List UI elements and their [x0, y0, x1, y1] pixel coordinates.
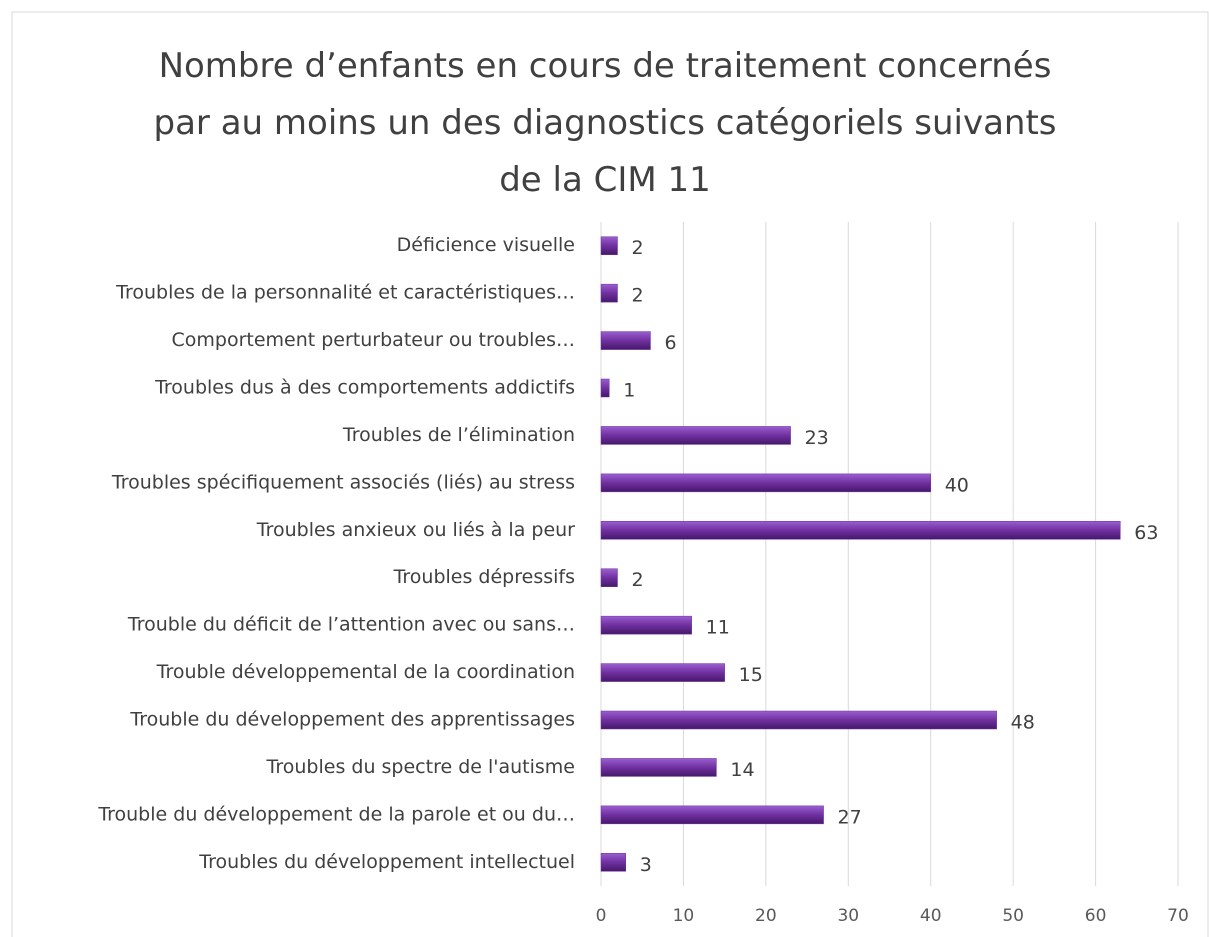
y-tick-label: Troubles anxieux ou liés à la peur [256, 519, 575, 541]
data-label: 6 [664, 332, 676, 354]
x-tick-label: 50 [1002, 906, 1024, 926]
y-tick-label: Troubles spécifiquement associés (liés) … [111, 471, 575, 493]
y-tick-label: Trouble du déficit de l’attention avec o… [127, 614, 575, 636]
chart-title: Nombre d’enfants en cours de traitement … [153, 46, 1057, 200]
y-tick-label: Troubles de l’élimination [342, 424, 575, 446]
y-tick-label: Troubles de la personnalité et caractéri… [115, 282, 575, 304]
data-label: 1 [623, 380, 635, 402]
x-tick-label: 10 [673, 906, 695, 926]
bar [600, 758, 717, 777]
chart-border [11, 11, 1209, 937]
x-tick-label: 40 [920, 906, 942, 926]
y-tick-label: Troubles dépressifs [393, 566, 575, 588]
data-label: 40 [945, 474, 969, 496]
x-tick-label: 70 [1167, 906, 1189, 926]
data-label: 14 [730, 759, 754, 781]
x-tick-label: 0 [596, 906, 607, 926]
bar [600, 805, 824, 825]
bar [600, 568, 618, 587]
y-tick-label: Trouble du développement de la parole et… [97, 803, 575, 825]
bar [600, 615, 692, 635]
bar [600, 853, 626, 872]
x-tick-label: 60 [1085, 906, 1107, 926]
y-tick-label: Trouble développemental de la coordinati… [156, 661, 575, 683]
x-tick-label: 30 [837, 906, 859, 926]
y-tick-label: Troubles du développement intellectuel [198, 851, 575, 873]
y-tick-label: Trouble du développement des apprentissa… [129, 709, 575, 731]
bar [600, 521, 1121, 540]
y-tick-label: Troubles dus à des comportements addicti… [154, 377, 575, 399]
data-label: 11 [706, 617, 730, 639]
data-label: 15 [739, 664, 763, 686]
bar [600, 710, 997, 730]
y-tick-label: Troubles du spectre de l'autisme [266, 756, 575, 778]
bar [600, 236, 618, 255]
data-label: 2 [631, 237, 643, 259]
data-label: 3 [640, 854, 652, 876]
bar [600, 473, 931, 493]
x-tick-label: 20 [755, 906, 777, 926]
y-tick-label: Déficience visuelle [397, 234, 575, 256]
bar [600, 378, 610, 398]
data-label: 63 [1134, 522, 1158, 544]
bar [600, 283, 618, 303]
bar [600, 331, 651, 350]
y-tick-label: Comportement perturbateur ou troubles… [171, 329, 575, 351]
data-label: 2 [631, 285, 643, 307]
data-label: 2 [631, 569, 643, 591]
data-label: 23 [805, 427, 829, 449]
bar [600, 663, 725, 682]
bar [600, 426, 791, 445]
data-label: 48 [1011, 712, 1035, 734]
data-label: 27 [838, 806, 862, 828]
